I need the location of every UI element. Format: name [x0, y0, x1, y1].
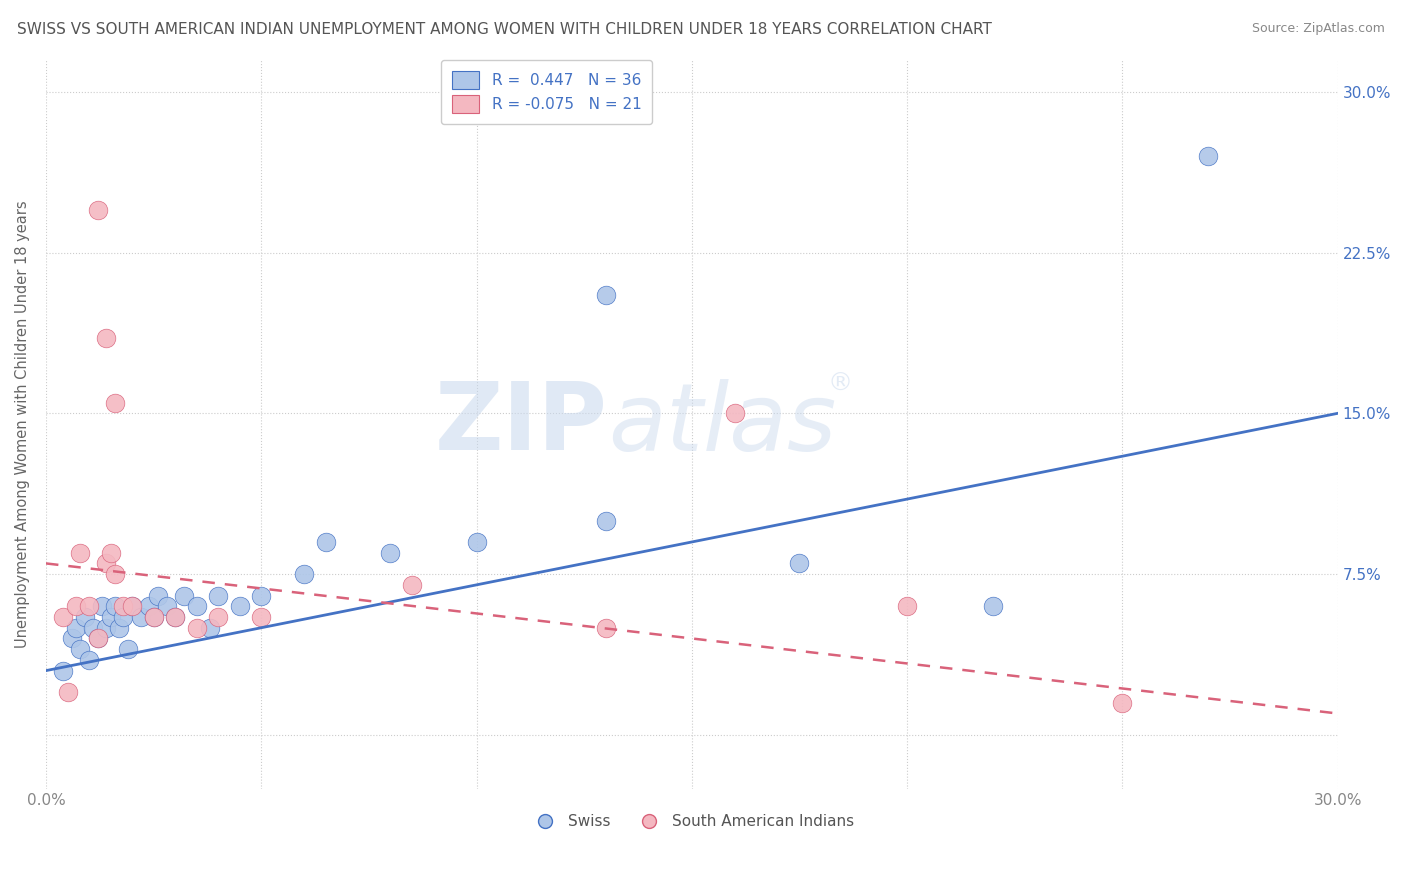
- Point: [52, 664, 75, 678]
- Point: [56, 685, 79, 699]
- Point: [121, 599, 143, 614]
- Point: [77, 653, 100, 667]
- Point: [981, 599, 1004, 614]
- Point: [198, 621, 221, 635]
- Legend: Swiss, South American Indians: Swiss, South American Indians: [523, 808, 860, 836]
- Point: [104, 395, 127, 409]
- Text: atlas: atlas: [607, 378, 837, 469]
- Point: [595, 288, 617, 302]
- Point: [108, 621, 131, 635]
- Point: [112, 599, 135, 614]
- Point: [315, 535, 337, 549]
- Point: [117, 642, 139, 657]
- Text: ®: ®: [827, 372, 852, 396]
- Point: [1198, 149, 1220, 163]
- Point: [96, 557, 118, 571]
- Point: [207, 589, 229, 603]
- Point: [228, 599, 250, 614]
- Point: [73, 610, 96, 624]
- Point: [86, 632, 108, 646]
- Point: [69, 546, 91, 560]
- Point: [380, 546, 402, 560]
- Point: [250, 610, 273, 624]
- Point: [104, 599, 127, 614]
- Point: [173, 589, 195, 603]
- Point: [292, 567, 315, 582]
- Point: [60, 632, 83, 646]
- Point: [96, 331, 118, 345]
- Point: [595, 621, 617, 635]
- Y-axis label: Unemployment Among Women with Children Under 18 years: Unemployment Among Women with Children U…: [15, 200, 30, 648]
- Point: [165, 610, 187, 624]
- Point: [82, 621, 104, 635]
- Point: [401, 578, 423, 592]
- Point: [138, 599, 160, 614]
- Point: [724, 406, 747, 420]
- Text: SWISS VS SOUTH AMERICAN INDIAN UNEMPLOYMENT AMONG WOMEN WITH CHILDREN UNDER 18 Y: SWISS VS SOUTH AMERICAN INDIAN UNEMPLOYM…: [17, 22, 991, 37]
- Point: [129, 610, 152, 624]
- Point: [86, 202, 108, 217]
- Point: [789, 557, 811, 571]
- Point: [65, 599, 87, 614]
- Point: [595, 514, 617, 528]
- Point: [1111, 696, 1133, 710]
- Point: [96, 621, 118, 635]
- Text: Source: ZipAtlas.com: Source: ZipAtlas.com: [1251, 22, 1385, 36]
- Point: [69, 642, 91, 657]
- Point: [207, 610, 229, 624]
- Point: [146, 589, 169, 603]
- Point: [465, 535, 488, 549]
- Point: [165, 610, 187, 624]
- Point: [250, 589, 273, 603]
- Point: [121, 599, 143, 614]
- Point: [155, 599, 177, 614]
- Point: [186, 599, 208, 614]
- Point: [112, 610, 135, 624]
- Point: [100, 546, 122, 560]
- Point: [77, 599, 100, 614]
- Point: [86, 632, 108, 646]
- Point: [896, 599, 918, 614]
- Point: [100, 610, 122, 624]
- Point: [91, 599, 114, 614]
- Point: [104, 567, 127, 582]
- Text: ZIP: ZIP: [434, 378, 607, 470]
- Point: [52, 610, 75, 624]
- Point: [65, 621, 87, 635]
- Point: [142, 610, 165, 624]
- Point: [186, 621, 208, 635]
- Point: [142, 610, 165, 624]
